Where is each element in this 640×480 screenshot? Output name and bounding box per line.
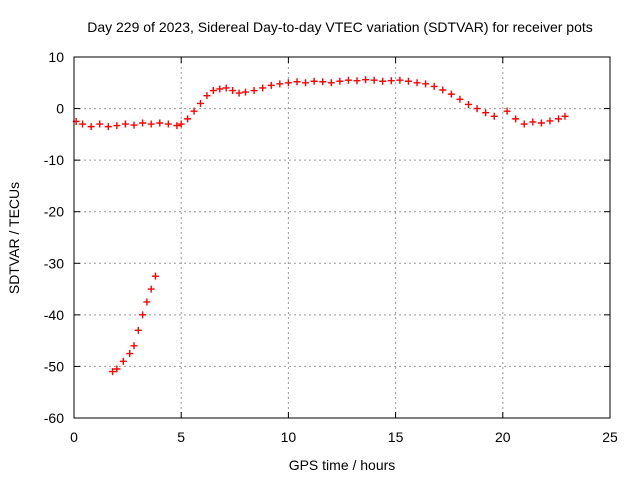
data-point	[284, 79, 292, 87]
data-point	[561, 112, 569, 120]
data-point	[537, 119, 545, 127]
y-tick-label: 0	[56, 101, 64, 117]
data-point	[529, 118, 537, 126]
data-point	[512, 115, 520, 123]
x-tick-label: 15	[388, 429, 404, 445]
data-point	[396, 76, 404, 84]
data-point	[430, 82, 438, 90]
tick-layer: 0 5 10 15 20 25 10 0 -10 -20 -30 -40 -50 -60	[44, 49, 618, 445]
x-tick-label: 5	[177, 429, 185, 445]
data-point	[422, 80, 430, 88]
data-point	[130, 342, 138, 350]
y-tick-label: 10	[48, 49, 64, 65]
data-point	[143, 298, 151, 306]
x-axis-label: GPS time / hours	[289, 457, 396, 473]
data-point	[336, 77, 344, 85]
data-point	[229, 87, 237, 95]
data-point	[139, 119, 147, 127]
data-point	[490, 112, 498, 120]
data-point	[293, 78, 301, 86]
y-tick-label: -10	[44, 152, 64, 168]
data-point	[216, 85, 224, 93]
data-point	[203, 92, 211, 100]
data-point	[353, 77, 361, 85]
data-point	[482, 109, 490, 117]
data-point	[456, 95, 464, 103]
data-point	[464, 100, 472, 108]
data-point	[387, 77, 395, 85]
data-point	[164, 120, 172, 128]
data-point	[209, 87, 217, 95]
data-point	[242, 88, 250, 96]
data-point	[104, 123, 112, 131]
series-pots	[72, 76, 569, 376]
data-point	[139, 311, 147, 319]
data-point	[319, 78, 327, 86]
y-tick-label: -50	[44, 358, 64, 374]
chart-title: Day 229 of 2023, Sidereal Day-to-day VTE…	[87, 19, 593, 35]
x-tick-label: 0	[70, 429, 78, 445]
y-tick-label: -30	[44, 255, 64, 271]
y-axis-label: SDTVAR / TECUs	[6, 182, 22, 294]
plot-frame	[73, 56, 611, 419]
data-point	[196, 99, 204, 107]
data-point	[520, 120, 528, 128]
grid-layer	[74, 57, 610, 418]
data-point	[151, 272, 159, 280]
data-point	[113, 122, 121, 130]
data-point	[404, 77, 412, 85]
data-point	[250, 87, 258, 95]
y-tick-label: -60	[44, 410, 64, 426]
x-tick-label: 10	[281, 429, 297, 445]
data-point	[79, 120, 87, 128]
x-tick-label: 20	[495, 429, 511, 445]
data-point	[134, 326, 142, 334]
data-point	[267, 81, 275, 89]
data-point	[119, 357, 127, 365]
data-point	[222, 84, 230, 92]
data-point	[235, 89, 243, 97]
data-point	[276, 80, 284, 88]
data-point	[259, 84, 267, 92]
data-point	[121, 120, 129, 128]
data-point	[546, 117, 554, 125]
data-point	[177, 120, 185, 128]
data-point	[87, 123, 95, 131]
y-tick-label: -40	[44, 307, 64, 323]
data-point	[302, 79, 310, 87]
data-point	[327, 79, 335, 87]
data-point	[439, 86, 447, 94]
data-point	[473, 105, 481, 113]
data-point	[147, 285, 155, 293]
data-point	[126, 350, 134, 358]
data-point	[109, 368, 117, 376]
data-point	[96, 120, 104, 128]
data-point	[190, 107, 198, 115]
data-point	[362, 76, 370, 84]
series-layer	[72, 76, 569, 376]
data-point	[173, 122, 181, 130]
data-point	[503, 107, 511, 115]
data-point	[147, 120, 155, 128]
data-point	[555, 115, 563, 123]
data-point	[379, 77, 387, 85]
data-point	[156, 119, 164, 127]
data-point	[447, 90, 455, 98]
data-point	[413, 79, 421, 87]
data-point	[344, 76, 352, 84]
x-tick-label: 25	[602, 429, 618, 445]
y-tick-label: -20	[44, 204, 64, 220]
data-point	[113, 365, 121, 373]
data-point	[130, 121, 138, 129]
data-point	[370, 76, 378, 84]
data-point	[184, 115, 192, 123]
data-point	[310, 77, 318, 85]
